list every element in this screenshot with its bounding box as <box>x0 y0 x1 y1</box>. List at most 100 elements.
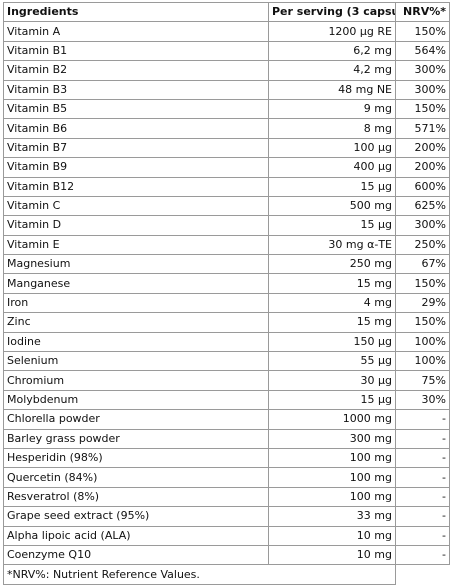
ingredient-name: Vitamin C <box>3 195 269 217</box>
nrv-value: 150% <box>395 98 450 120</box>
table-row: Vitamin B2 4,2 mg 300% <box>3 60 450 81</box>
ingredient-name: Molybdenum <box>3 389 269 411</box>
nrv-value: - <box>395 486 450 508</box>
table-row: Quercetin (84%) 100 mg - <box>3 467 450 488</box>
ingredient-name: Selenium <box>3 351 269 372</box>
serving-amount: 100 mg <box>268 486 396 508</box>
ingredient-name: Magnesium <box>3 254 269 275</box>
nrv-value: 300% <box>395 60 450 81</box>
serving-amount: 15 mg <box>268 312 396 333</box>
serving-amount: 300 mg <box>268 428 396 449</box>
nrv-value: 150% <box>395 21 450 42</box>
ingredient-name: Zinc <box>3 312 269 333</box>
table-row: Manganese 15 mg 150% <box>3 273 450 294</box>
nrv-value: 200% <box>395 137 450 159</box>
serving-amount: 30 µg <box>268 370 396 391</box>
nrv-value: 600% <box>395 176 450 197</box>
ingredient-name: Coenzyme Q10 <box>3 544 269 566</box>
serving-amount: 250 mg <box>268 254 396 275</box>
nrv-value: - <box>395 544 450 566</box>
ingredient-name: Vitamin B7 <box>3 137 269 159</box>
nrv-value: - <box>395 447 450 469</box>
serving-amount: 15 µg <box>268 176 396 197</box>
nrv-value: 75% <box>395 370 450 391</box>
ingredient-name: Vitamin B6 <box>3 118 269 139</box>
serving-amount: 48 mg NE <box>268 79 396 100</box>
nrv-value: 571% <box>395 118 450 139</box>
serving-amount: 33 mg <box>268 506 396 527</box>
serving-amount: 10 mg <box>268 525 396 546</box>
ingredient-name: Manganese <box>3 273 269 294</box>
serving-amount: 100 mg <box>268 447 396 469</box>
table-row: Alpha lipoic acid (ALA) 10 mg - <box>3 525 450 546</box>
serving-amount: 400 µg <box>268 157 396 178</box>
serving-amount: 15 µg <box>268 215 396 236</box>
table-row: Vitamin B9 400 µg 200% <box>3 157 450 178</box>
table-row: Vitamin D 15 µg 300% <box>3 215 450 236</box>
table-row: Barley grass powder 300 mg - <box>3 428 450 449</box>
ingredient-name: Grape seed extract (95%) <box>3 506 269 527</box>
table-row: Iodine 150 µg 100% <box>3 331 450 353</box>
table-row: Magnesium 250 mg 67% <box>3 254 450 275</box>
nrv-value: 67% <box>395 254 450 275</box>
ingredient-name: Vitamin E <box>3 234 269 256</box>
nrv-value: 200% <box>395 157 450 178</box>
nrv-value: 625% <box>395 195 450 217</box>
table-body: Vitamin A 1200 µg RE 150% Vitamin B1 6,2… <box>3 21 450 566</box>
ingredient-name: Chlorella powder <box>3 409 269 430</box>
nrv-value: 250% <box>395 234 450 256</box>
ingredient-name: Vitamin B5 <box>3 98 269 120</box>
table-row: Selenium 55 µg 100% <box>3 351 450 372</box>
table-row: Resveratrol (8%) 100 mg - <box>3 486 450 508</box>
nrv-value: 150% <box>395 273 450 294</box>
nrv-value: 300% <box>395 79 450 100</box>
nrv-value: - <box>395 506 450 527</box>
ingredient-name: Vitamin B9 <box>3 157 269 178</box>
table-row: Hesperidin (98%) 100 mg - <box>3 447 450 469</box>
nrv-value: 300% <box>395 215 450 236</box>
serving-amount: 9 mg <box>268 98 396 120</box>
nrv-value: 30% <box>395 389 450 411</box>
serving-amount: 100 mg <box>268 467 396 488</box>
header-nrv: NRV%* <box>395 1 450 23</box>
ingredient-name: Vitamin A <box>3 21 269 42</box>
serving-amount: 8 mg <box>268 118 396 139</box>
serving-amount: 150 µg <box>268 331 396 353</box>
nrv-value: 150% <box>395 312 450 333</box>
serving-amount: 10 mg <box>268 544 396 566</box>
nrv-value: - <box>395 409 450 430</box>
nutrition-table: Ingredients Per serving (3 capsules) NRV… <box>3 1 450 585</box>
ingredient-name: Quercetin (84%) <box>3 467 269 488</box>
table-row: Iron 4 mg 29% <box>3 292 450 314</box>
table-header-row: Ingredients Per serving (3 capsules) NRV… <box>3 1 450 23</box>
nutrition-table-container: Ingredients Per serving (3 capsules) NRV… <box>3 1 450 585</box>
footnote-row: *NRV%: Nutrient Reference Values. <box>3 564 450 585</box>
header-per-serving: Per serving (3 capsules) <box>268 1 396 23</box>
table-row: Molybdenum 15 µg 30% <box>3 389 450 411</box>
footnote-spacer <box>396 565 450 584</box>
ingredient-name: Iron <box>3 292 269 314</box>
table-row: Grape seed extract (95%) 33 mg - <box>3 506 450 527</box>
ingredient-name: Vitamin D <box>3 215 269 236</box>
table-row: Vitamin E 30 mg α-TE 250% <box>3 234 450 256</box>
nrv-value: 29% <box>395 292 450 314</box>
footnote-text: *NRV%: Nutrient Reference Values. <box>3 564 396 585</box>
ingredient-name: Resveratrol (8%) <box>3 486 269 508</box>
serving-amount: 500 mg <box>268 195 396 217</box>
ingredient-name: Iodine <box>3 331 269 353</box>
header-ingredients: Ingredients <box>3 1 269 23</box>
table-row: Coenzyme Q10 10 mg - <box>3 544 450 566</box>
serving-amount: 4,2 mg <box>268 60 396 81</box>
ingredient-name: Vitamin B1 <box>3 40 269 62</box>
table-row: Vitamin B1 6,2 mg 564% <box>3 40 450 62</box>
serving-amount: 4 mg <box>268 292 396 314</box>
ingredient-name: Alpha lipoic acid (ALA) <box>3 525 269 546</box>
table-row: Zinc 15 mg 150% <box>3 312 450 333</box>
serving-amount: 100 µg <box>268 137 396 159</box>
table-row: Vitamin B6 8 mg 571% <box>3 118 450 139</box>
serving-amount: 6,2 mg <box>268 40 396 62</box>
ingredient-name: Vitamin B2 <box>3 60 269 81</box>
serving-amount: 15 µg <box>268 389 396 411</box>
table-row: Vitamin A 1200 µg RE 150% <box>3 21 450 42</box>
table-row: Vitamin C 500 mg 625% <box>3 195 450 217</box>
